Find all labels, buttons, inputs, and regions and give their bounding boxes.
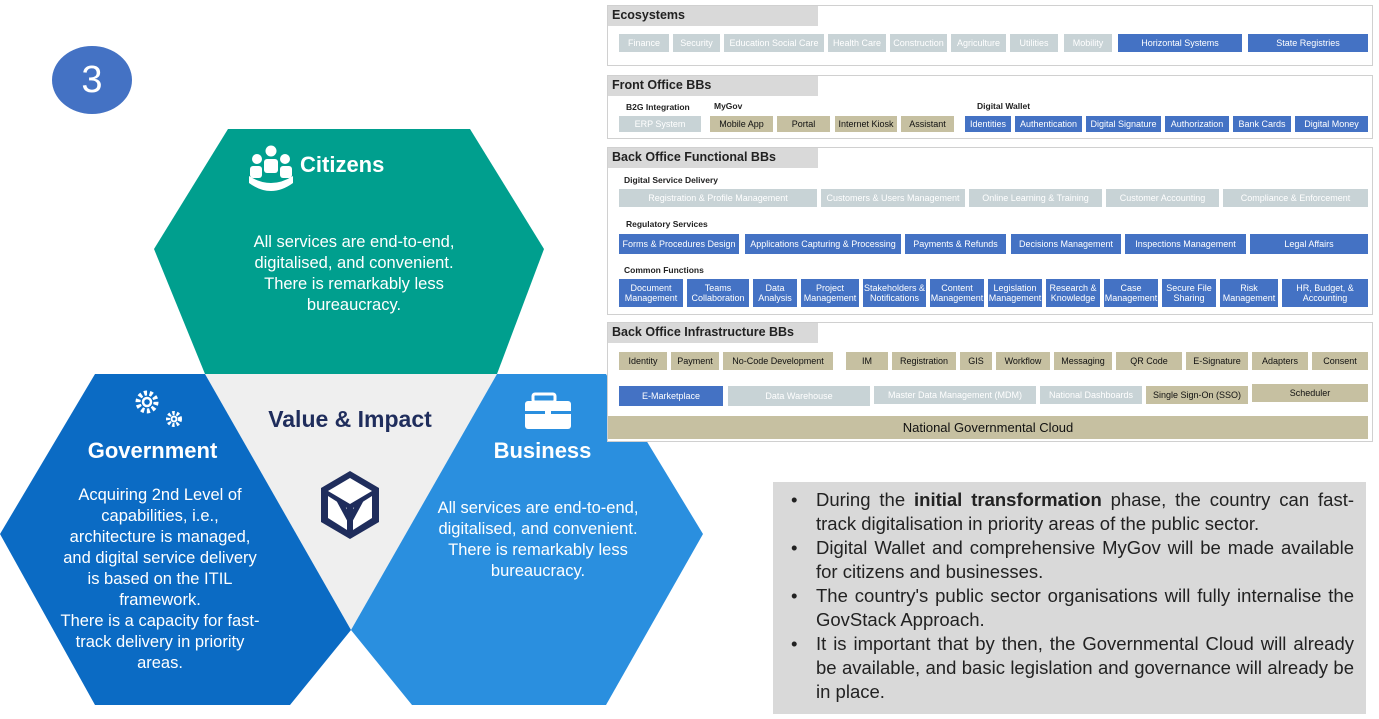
mygov-label: MyGov [714,101,743,111]
business-hexagon [351,374,703,705]
infra-adapters: Adapters [1252,352,1308,370]
key-points-box: During the initial transformation phase,… [773,482,1366,714]
back-office-infra-panel: Back Office Infrastructure BBs Identity … [607,322,1373,442]
cf-data-analysis: Data Analysis [753,279,797,307]
authorization: Authorization [1165,116,1229,132]
cf-case-management: Case Management [1104,279,1158,307]
dsd-registration: Registration & Profile Management [619,189,817,207]
infra-e-marketplace: E-Marketplace [619,386,723,406]
dsd-customers: Customers & Users Management [821,189,965,207]
people-icon [249,145,293,191]
front-office-title: Front Office BBs [608,76,818,96]
national-governmental-cloud: National Governmental Cloud [608,416,1368,439]
infra-sso: Single Sign-On (SSO) [1146,386,1248,404]
business-label: Business [493,438,592,463]
infra-no-code: No-Code Development [723,352,833,370]
bullet-item: The country's public sector organisation… [783,584,1354,632]
eco-construction: Construction [890,34,947,52]
cf-content-management: Content Management [930,279,984,307]
infra-e-signature: E-Signature [1186,352,1248,370]
cf-legislation-management: Legislation Management [988,279,1042,307]
regulatory-services-label: Regulatory Services [626,219,708,229]
infra-qr-code: QR Code [1116,352,1182,370]
government-label: Government [87,438,218,463]
bullet-item: During the initial transformation phase,… [783,488,1354,536]
eco-finance: Finance [619,34,669,52]
eco-horizontal-systems: Horizontal Systems [1118,34,1242,52]
back-office-functional-title: Back Office Functional BBs [608,148,818,168]
cf-document-management: Document Management [619,279,683,307]
bullet-item: Digital Wallet and comprehensive MyGov w… [783,536,1354,584]
business-text: All services are end-to-end, digitalised… [437,499,639,580]
ecosystems-title: Ecosystems [608,6,818,26]
reg-decisions: Decisions Management [1011,234,1121,254]
citizens-label: Citizens [300,152,385,177]
digital-wallet-label: Digital Wallet [977,101,1031,111]
eco-education: Education Social Care [724,34,824,52]
b2g-label: B2G Integration [626,102,690,112]
dsd-online-learning: Online Learning & Training [969,189,1102,207]
infra-national-dashboards: National Dashboards [1040,386,1142,404]
back-office-functional-panel: Back Office Functional BBs Digital Servi… [607,147,1373,315]
bullet-item: It is important that by then, the Govern… [783,632,1354,704]
eco-security: Security [673,34,720,52]
briefcase-icon [525,392,571,429]
ecosystems-panel: Ecosystems Finance Security Education So… [607,5,1373,66]
bank-cards: Bank Cards [1233,116,1291,132]
front-office-panel: Front Office BBs B2G Integration MyGov D… [607,75,1373,139]
dsd-customer-accounting: Customer Accounting [1106,189,1219,207]
cf-project-management: Project Management [801,279,859,307]
infra-scheduler: Scheduler [1252,384,1368,402]
identities: Identities [965,116,1011,132]
value-impact-title: Value & Impact [268,406,432,432]
infra-identity: Identity [619,352,667,370]
eco-utilities: Utilities [1010,34,1058,52]
portal: Portal [777,116,830,132]
reg-applications: Applications Capturing & Processing [745,234,901,254]
authentication: Authentication [1015,116,1082,132]
reg-legal-affairs: Legal Affairs [1250,234,1368,254]
infra-im: IM [846,352,888,370]
infra-consent: Consent [1312,352,1368,370]
common-functions-label: Common Functions [624,265,704,275]
eco-health: Health Care [828,34,886,52]
eco-mobility: Mobility [1064,34,1112,52]
step-number-badge: 3 [52,46,132,114]
infra-payment: Payment [671,352,719,370]
assistant: Assistant [901,116,954,132]
infra-registration: Registration [892,352,956,370]
cf-secure-file-sharing: Secure File Sharing [1162,279,1216,307]
citizens-hexagon [154,129,544,374]
government-text: Acquiring 2nd Level of capabilities, i.e… [60,486,260,672]
cf-teams-collaboration: Teams Collaboration [687,279,749,307]
government-hexagon [0,374,351,705]
govstack-logo-icon [321,471,379,539]
cf-research-knowledge: Research & Knowledge [1046,279,1100,307]
dsd-compliance: Compliance & Enforcement [1223,189,1368,207]
value-impact-hexagons [0,129,703,705]
reg-payments: Payments & Refunds [905,234,1006,254]
eco-state-registries: State Registries [1248,34,1368,52]
reg-inspections: Inspections Management [1125,234,1246,254]
internet-kiosk: Internet Kiosk [835,116,897,132]
digital-money: Digital Money [1295,116,1368,132]
infra-workflow: Workflow [996,352,1050,370]
mobile-app: Mobile App [710,116,773,132]
cf-hr-budget-accounting: HR, Budget, & Accounting [1282,279,1368,307]
digital-signature: Digital Signature [1086,116,1161,132]
gears-icon [135,390,182,427]
infra-gis: GIS [960,352,992,370]
citizens-text: All services are end-to-end, digitalised… [253,233,455,314]
infra-data-warehouse: Data Warehouse [728,386,870,406]
erp-system: ERP System [619,116,701,132]
digital-service-delivery-label: Digital Service Delivery [624,175,719,185]
reg-forms: Forms & Procedures Design [619,234,739,254]
back-office-infra-title: Back Office Infrastructure BBs [608,323,818,343]
infra-messaging: Messaging [1054,352,1112,370]
infra-mdm: Master Data Management (MDM) [874,386,1036,404]
cf-stakeholders: Stakeholders & Notifications [863,279,926,307]
eco-agriculture: Agriculture [951,34,1006,52]
cf-risk-management: Risk Management [1220,279,1278,307]
